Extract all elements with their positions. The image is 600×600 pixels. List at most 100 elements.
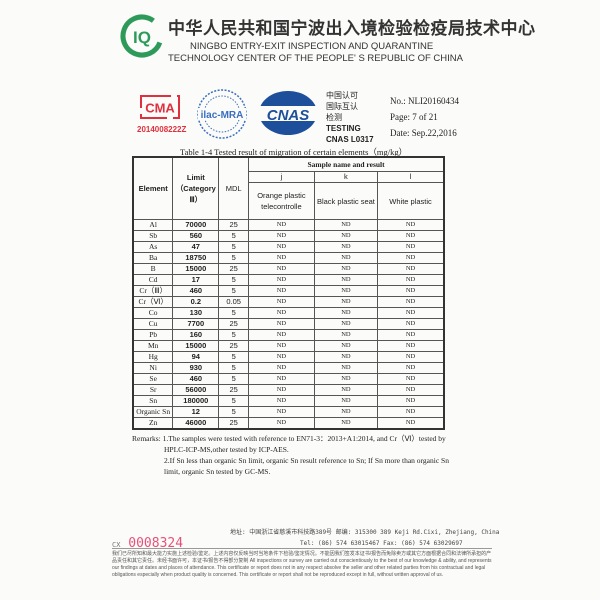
cnas-testing: TESTING (326, 124, 361, 133)
cell-result: ND (377, 296, 445, 308)
cell-element: Cd (132, 274, 174, 286)
remark-1-cont: HPLC-ICP-MS,other tested by ICP-AES. (164, 445, 289, 454)
cell-result: ND (248, 395, 315, 407)
cell-result: ND (313, 340, 379, 352)
cell-result: ND (377, 230, 445, 242)
address: 地址: 中国浙江省慈溪市科技路389号 邮编: 315300 389 Keji … (230, 529, 500, 536)
cell-element: Zn (132, 417, 174, 430)
cell-result: ND (313, 230, 379, 242)
cell-element: Hg (132, 351, 174, 363)
cell-result: ND (313, 296, 379, 308)
table-row: Sn 180000 5 ND ND ND (132, 395, 445, 407)
table-row: B 15000 25 ND ND ND (132, 263, 445, 275)
cell-mdl: 5 (218, 252, 250, 264)
serial-value: 0008324 (128, 536, 184, 551)
sample-id-k: k (313, 171, 379, 183)
cell-element: Al (132, 219, 174, 231)
cell-element: Organic Sn (132, 406, 174, 418)
address-block: 地址: 中国浙江省慈溪市科技路389号 邮编: 315300 389 Keji … (230, 527, 499, 549)
cell-result: ND (377, 252, 445, 264)
sample-name-k: Black plastic seat (313, 182, 379, 220)
cell-result: ND (313, 252, 379, 264)
cell-result: ND (248, 252, 315, 264)
cell-element: Cr（Ⅵ） (132, 296, 174, 308)
cell-result: ND (313, 384, 379, 396)
cell-limit: 160 (172, 329, 220, 341)
header-element: Element (132, 156, 174, 220)
cell-result: ND (377, 384, 445, 396)
cell-result: ND (313, 285, 379, 297)
cell-limit: 460 (172, 373, 220, 385)
page-number: Page: 7 of 21 (390, 112, 438, 122)
table-row: Cr（Ⅵ） 0.2 0.05 ND ND ND (132, 296, 445, 308)
report-number: No.: NLI20160434 (390, 96, 459, 106)
cell-limit: 15000 (172, 263, 220, 275)
cell-result: ND (377, 241, 445, 253)
cnas-cn-3: 检测 (326, 113, 342, 122)
cma-logo: CMA (140, 95, 180, 119)
cell-limit: 7700 (172, 318, 220, 330)
cell-element: Ni (132, 362, 174, 374)
cell-result: ND (313, 329, 379, 341)
sample-name-j: Orange plastic telecontrolle (248, 182, 315, 220)
cell-element: Ba (132, 252, 174, 264)
cell-result: ND (248, 318, 315, 330)
cnas-number: CNAS L0317 (326, 135, 374, 144)
cell-mdl: 5 (218, 285, 250, 297)
disclaimer-english: All inspections or survey are carried ou… (112, 558, 492, 578)
cell-element: Pb (132, 329, 174, 341)
cell-result: ND (248, 406, 315, 418)
cell-result: ND (377, 219, 445, 231)
cnas-cn-2: 国际互认 (326, 102, 358, 111)
table-row: Sr 56000 25 ND ND ND (132, 384, 445, 396)
cell-result: ND (377, 329, 445, 341)
cell-result: ND (377, 340, 445, 352)
table-row: Pb 160 5 ND ND ND (132, 329, 445, 341)
cell-limit: 18750 (172, 252, 220, 264)
cell-limit: 94 (172, 351, 220, 363)
disclaimer-chinese: 我们已尽所知和最大能力实施上述检验/鉴定。上述内容仅反映当时当地条件下检验/鉴定… (112, 551, 492, 564)
cell-result: ND (248, 329, 315, 341)
cell-result: ND (313, 417, 379, 430)
cell-result: ND (313, 406, 379, 418)
cell-mdl: 5 (218, 329, 250, 341)
cell-mdl: 5 (218, 351, 250, 363)
cell-result: ND (377, 307, 445, 319)
cell-result: ND (248, 219, 315, 231)
cell-element: Sb (132, 230, 174, 242)
header-sample-group: Sample name and result (248, 156, 445, 172)
table-row: Ni 930 5 ND ND ND (132, 362, 445, 374)
sample-name-l: White plastic (377, 182, 445, 220)
cell-result: ND (377, 373, 445, 385)
cell-result: ND (248, 340, 315, 352)
cell-result: ND (248, 307, 315, 319)
cell-element: Mn (132, 340, 174, 352)
results-table: Element Limit（Category Ⅲ） MDL Sample nam… (132, 156, 445, 430)
cell-element: Se (132, 373, 174, 385)
cell-result: ND (248, 274, 315, 286)
cell-result: ND (377, 406, 445, 418)
table-row: Zn 46000 25 ND ND ND (132, 417, 445, 430)
cell-result: ND (248, 384, 315, 396)
cell-result: ND (377, 285, 445, 297)
remarks: Remarks: 1.The samples were tested with … (132, 433, 452, 477)
cell-mdl: 5 (218, 373, 250, 385)
cell-limit: 930 (172, 362, 220, 374)
svg-text:ilac-MRA: ilac-MRA (201, 110, 244, 121)
cell-limit: 46000 (172, 417, 220, 430)
cell-result: ND (313, 263, 379, 275)
table-row: Cr（Ⅲ） 460 5 ND ND ND (132, 285, 445, 297)
cell-limit: 460 (172, 285, 220, 297)
cell-result: ND (377, 274, 445, 286)
cell-result: ND (248, 351, 315, 363)
svg-text:IQ: IQ (133, 28, 151, 47)
cell-result: ND (313, 362, 379, 374)
cell-mdl: 25 (218, 219, 250, 231)
sample-id-j: j (248, 171, 315, 183)
issuer-name-english-1: NINGBO ENTRY-EXIT INSPECTION AND QUARANT… (190, 41, 434, 52)
cell-limit: 15000 (172, 340, 220, 352)
table-row: Co 130 5 ND ND ND (132, 307, 445, 319)
cell-result: ND (313, 395, 379, 407)
cell-mdl: 5 (218, 406, 250, 418)
ciq-logo: IQ (120, 14, 164, 58)
